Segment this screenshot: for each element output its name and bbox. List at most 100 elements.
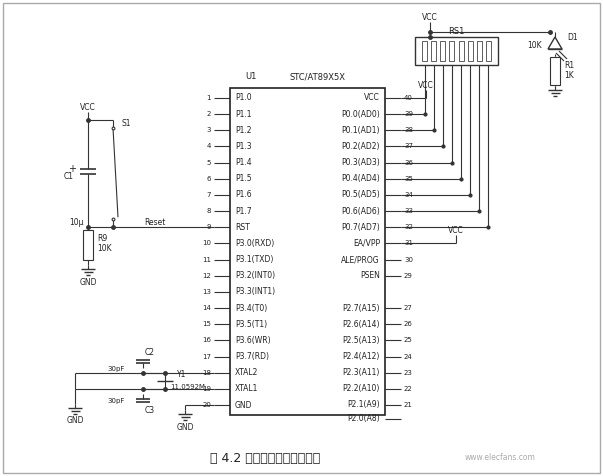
Text: Reset: Reset bbox=[144, 218, 166, 227]
Text: 30: 30 bbox=[404, 257, 413, 263]
Text: 1: 1 bbox=[206, 95, 211, 101]
Text: 35: 35 bbox=[404, 176, 413, 182]
Text: 8: 8 bbox=[206, 208, 211, 214]
Text: P2.7(A15): P2.7(A15) bbox=[343, 304, 380, 313]
Text: VCC: VCC bbox=[80, 102, 96, 111]
Text: 30pF: 30pF bbox=[107, 398, 125, 404]
Text: P1.7: P1.7 bbox=[235, 207, 251, 216]
Text: P0.0(AD0): P0.0(AD0) bbox=[341, 109, 380, 119]
Text: 21: 21 bbox=[404, 402, 413, 408]
Text: 10K: 10K bbox=[528, 41, 542, 50]
Text: P2.5(A13): P2.5(A13) bbox=[343, 336, 380, 345]
Text: C2: C2 bbox=[145, 348, 155, 357]
Text: 16: 16 bbox=[202, 337, 211, 343]
Text: R1: R1 bbox=[564, 61, 574, 70]
Text: P2.3(A11): P2.3(A11) bbox=[343, 368, 380, 377]
Text: P3.0(RXD): P3.0(RXD) bbox=[235, 239, 274, 248]
Text: 1K: 1K bbox=[564, 71, 573, 80]
Text: EA/VPP: EA/VPP bbox=[353, 239, 380, 248]
Text: 13: 13 bbox=[202, 289, 211, 295]
Text: P2.1(A9): P2.1(A9) bbox=[347, 400, 380, 409]
Text: VCC: VCC bbox=[448, 226, 464, 235]
Text: U1: U1 bbox=[245, 72, 256, 81]
Text: P3.3(INT1): P3.3(INT1) bbox=[235, 288, 275, 297]
Bar bbox=[486, 41, 491, 61]
Text: 5: 5 bbox=[207, 159, 211, 166]
Text: RST: RST bbox=[235, 223, 250, 232]
Text: 10µ: 10µ bbox=[69, 218, 84, 227]
Text: 29: 29 bbox=[404, 273, 413, 279]
Text: D1: D1 bbox=[567, 32, 578, 41]
Text: 31: 31 bbox=[404, 240, 413, 247]
Text: VCC: VCC bbox=[364, 93, 380, 102]
Text: P3.7(RD): P3.7(RD) bbox=[235, 352, 269, 361]
Bar bbox=[449, 41, 455, 61]
Text: 9: 9 bbox=[206, 224, 211, 230]
Text: 20: 20 bbox=[202, 402, 211, 408]
Text: GND: GND bbox=[79, 278, 96, 287]
Bar bbox=[422, 41, 427, 61]
Text: P3.5(T1): P3.5(T1) bbox=[235, 320, 267, 329]
Text: GND: GND bbox=[176, 423, 194, 432]
Text: 18: 18 bbox=[202, 370, 211, 376]
Text: C3: C3 bbox=[145, 407, 155, 416]
Text: 30pF: 30pF bbox=[107, 366, 125, 372]
Text: XTAL2: XTAL2 bbox=[235, 368, 258, 377]
Text: 11.0592M: 11.0592M bbox=[170, 384, 205, 390]
Text: P0.4(AD4): P0.4(AD4) bbox=[341, 174, 380, 183]
Text: 37: 37 bbox=[404, 143, 413, 149]
Text: 32: 32 bbox=[404, 224, 413, 230]
Text: P0.7(AD7): P0.7(AD7) bbox=[341, 223, 380, 232]
Text: 11: 11 bbox=[202, 257, 211, 263]
Text: 6: 6 bbox=[206, 176, 211, 182]
Text: 14: 14 bbox=[202, 305, 211, 311]
Text: 4: 4 bbox=[207, 143, 211, 149]
Text: 7: 7 bbox=[206, 192, 211, 198]
Text: P3.6(WR): P3.6(WR) bbox=[235, 336, 271, 345]
Text: 27: 27 bbox=[404, 305, 413, 311]
Text: P0.2(AD2): P0.2(AD2) bbox=[341, 142, 380, 151]
Text: P3.4(T0): P3.4(T0) bbox=[235, 304, 267, 313]
Text: P2.6(A14): P2.6(A14) bbox=[343, 320, 380, 329]
Text: P2.2(A10): P2.2(A10) bbox=[343, 384, 380, 393]
Text: RS1: RS1 bbox=[448, 28, 465, 37]
Text: 33: 33 bbox=[404, 208, 413, 214]
Text: P1.5: P1.5 bbox=[235, 174, 251, 183]
Bar bbox=[458, 41, 464, 61]
Bar bbox=[431, 41, 436, 61]
Text: 36: 36 bbox=[404, 159, 413, 166]
Text: XTAL1: XTAL1 bbox=[235, 384, 258, 393]
Text: 34: 34 bbox=[404, 192, 413, 198]
Text: P3.2(INT0): P3.2(INT0) bbox=[235, 271, 275, 280]
Text: P0.6(AD6): P0.6(AD6) bbox=[341, 207, 380, 216]
Text: P1.6: P1.6 bbox=[235, 190, 251, 199]
Text: +: + bbox=[68, 164, 76, 174]
Text: P2.0(A8): P2.0(A8) bbox=[347, 414, 380, 423]
Bar bbox=[550, 57, 560, 85]
Bar bbox=[230, 88, 385, 415]
Text: 12: 12 bbox=[202, 273, 211, 279]
Text: ALE/PROG: ALE/PROG bbox=[341, 255, 380, 264]
Text: 26: 26 bbox=[404, 321, 413, 327]
Text: VCC: VCC bbox=[422, 13, 438, 22]
Bar bbox=[415, 37, 498, 65]
Text: P2.4(A12): P2.4(A12) bbox=[343, 352, 380, 361]
Text: 17: 17 bbox=[202, 354, 211, 359]
Bar bbox=[477, 41, 482, 61]
Text: 3: 3 bbox=[206, 127, 211, 133]
Text: PSEN: PSEN bbox=[360, 271, 380, 280]
Text: P0.1(AD1): P0.1(AD1) bbox=[341, 126, 380, 135]
Text: 2: 2 bbox=[207, 111, 211, 117]
Bar bbox=[83, 230, 93, 260]
Text: STC/AT89X5X: STC/AT89X5X bbox=[290, 72, 346, 81]
Text: P1.3: P1.3 bbox=[235, 142, 251, 151]
Text: 40: 40 bbox=[404, 95, 413, 101]
Text: P1.1: P1.1 bbox=[235, 109, 251, 119]
Text: P3.1(TXD): P3.1(TXD) bbox=[235, 255, 273, 264]
Text: R9: R9 bbox=[97, 234, 107, 243]
Text: 38: 38 bbox=[404, 127, 413, 133]
Bar bbox=[440, 41, 446, 61]
Text: S1: S1 bbox=[121, 119, 130, 129]
Text: 10: 10 bbox=[202, 240, 211, 247]
Text: P0.3(AD3): P0.3(AD3) bbox=[341, 158, 380, 167]
